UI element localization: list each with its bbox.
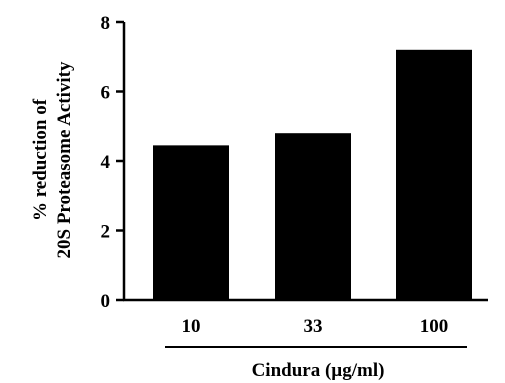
bar-33 <box>275 133 351 300</box>
y-tick-label-8: 8 <box>101 13 111 34</box>
y-tick-label-6: 6 <box>101 83 111 104</box>
bar-100 <box>396 49 472 300</box>
x-tick-label-33: 33 <box>304 316 323 337</box>
y-tick-label-2: 2 <box>101 222 111 243</box>
y-axis-title: % reduction of 20S Proteasome Activity <box>30 61 75 258</box>
x-axis-title: Cindura (µg/ml) <box>252 360 385 381</box>
y-axis-title-line2: 20S Proteasome Activity <box>54 61 75 258</box>
y-axis-title-line1: % reduction of <box>30 98 51 221</box>
bars-group <box>153 49 472 300</box>
y-tick-label-0: 0 <box>101 291 111 312</box>
x-tick-label-100: 100 <box>420 316 449 337</box>
x-ticks-group: 10 33 100 <box>182 316 449 337</box>
x-tick-label-10: 10 <box>182 316 201 337</box>
y-tick-label-4: 4 <box>101 152 111 173</box>
bar-10 <box>153 145 229 300</box>
y-ticks-group: 0 2 4 6 8 <box>101 13 124 312</box>
